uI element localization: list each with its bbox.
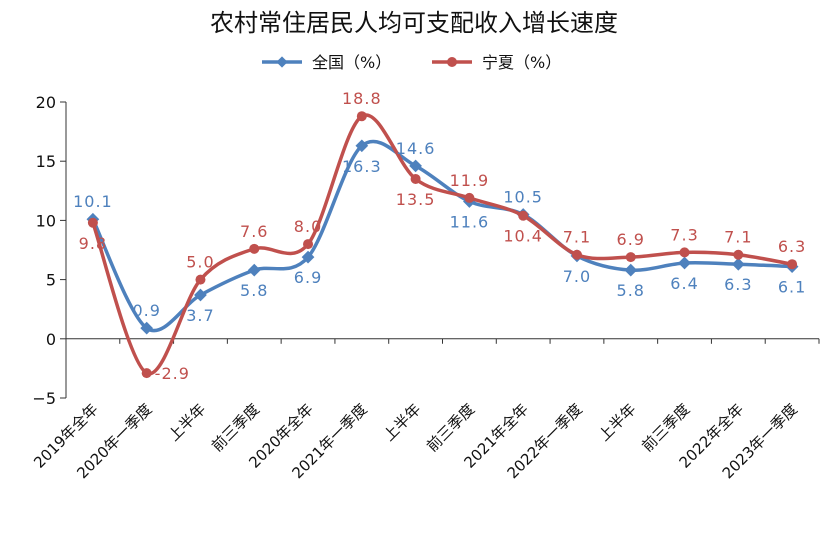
data-point: [301, 250, 315, 264]
data-label: 14.6: [396, 139, 436, 158]
data-label: 10.4: [503, 227, 543, 246]
legend: 全国（%） 宁夏（%）: [262, 53, 561, 72]
data-label: 7.1: [563, 228, 591, 247]
data-label: -2.9: [155, 364, 190, 383]
data-label: 7.3: [670, 225, 698, 244]
data-point: [409, 159, 422, 173]
data-label: 6.9: [294, 268, 322, 287]
data-point: [141, 368, 152, 379]
data-point: [355, 139, 369, 153]
data-point: [679, 247, 690, 258]
legend-label: 宁夏（%）: [482, 53, 561, 72]
legend-marker: [447, 57, 457, 67]
data-point: [733, 249, 744, 260]
data-point: [624, 263, 638, 277]
y-tick-label: 0: [46, 330, 56, 349]
y-tick-label: 20: [36, 93, 56, 112]
data-label: 6.3: [778, 237, 806, 256]
legend-item-1: 全国（%）: [262, 53, 391, 72]
data-label: 5.0: [186, 253, 214, 272]
data-label: 18.8: [342, 89, 382, 108]
data-point: [464, 192, 475, 203]
data-label: 7.1: [724, 228, 752, 247]
data-labels: 10.1 0.9 3.7 5.8 6.9 16.3 14.6 11.6 10.5 7.0 5.8 6.…: [73, 89, 806, 383]
data-point: [249, 243, 260, 254]
data-label: 16.3: [342, 157, 382, 176]
data-label: 7.0: [563, 267, 591, 286]
series-2: [87, 111, 798, 379]
x-tick-label: 上半年: [165, 400, 210, 445]
data-label: 11.9: [450, 171, 490, 190]
data-point: [247, 263, 261, 277]
data-label: 5.8: [240, 281, 268, 300]
series-layer: [86, 111, 799, 379]
data-label: 6.3: [724, 275, 752, 294]
data-point: [410, 173, 421, 184]
data-point: [195, 274, 206, 285]
data-point: [194, 288, 207, 302]
data-point: [356, 111, 367, 122]
data-label: 6.9: [617, 230, 645, 249]
series-line: [91, 113, 794, 376]
legend-label: 全国（%）: [312, 53, 391, 72]
x-tick-label: 上半年: [380, 400, 425, 445]
data-label: 11.6: [450, 212, 490, 231]
data-label: 6.4: [670, 274, 698, 293]
data-point: [518, 210, 529, 221]
x-tick-label: 前三季度: [638, 400, 693, 455]
data-label: 9.8: [79, 234, 107, 253]
data-point: [140, 321, 154, 335]
data-label: 5.8: [617, 281, 645, 300]
data-label: 10.5: [503, 187, 543, 206]
legend-item-2: 宁夏（%）: [432, 53, 561, 72]
data-point: [571, 249, 582, 260]
x-tick-label: 上半年: [595, 400, 640, 445]
data-label: 13.5: [396, 190, 436, 209]
data-point: [731, 257, 745, 271]
data-point: [87, 217, 98, 228]
x-tick-label: 前三季度: [208, 400, 263, 455]
data-label: 7.6: [240, 222, 268, 241]
data-label: 3.7: [186, 306, 214, 325]
y-tick-label: 10: [36, 211, 56, 230]
y-tick-label: −5: [32, 389, 56, 408]
legend-marker: [276, 56, 288, 68]
data-label: 6.1: [778, 278, 806, 297]
data-point: [787, 259, 798, 270]
y-tick-label: 15: [36, 152, 56, 171]
data-label: 10.1: [73, 192, 113, 211]
data-point: [625, 252, 636, 263]
y-tick-label: 5: [46, 271, 56, 290]
data-label: 8.0: [294, 217, 322, 236]
x-tick-label: 前三季度: [423, 400, 478, 455]
chart-title: 农村常住居民人均可支配收入增长速度: [210, 9, 618, 37]
data-point: [678, 256, 691, 270]
data-label: 0.9: [132, 301, 160, 320]
data-point: [303, 239, 314, 250]
